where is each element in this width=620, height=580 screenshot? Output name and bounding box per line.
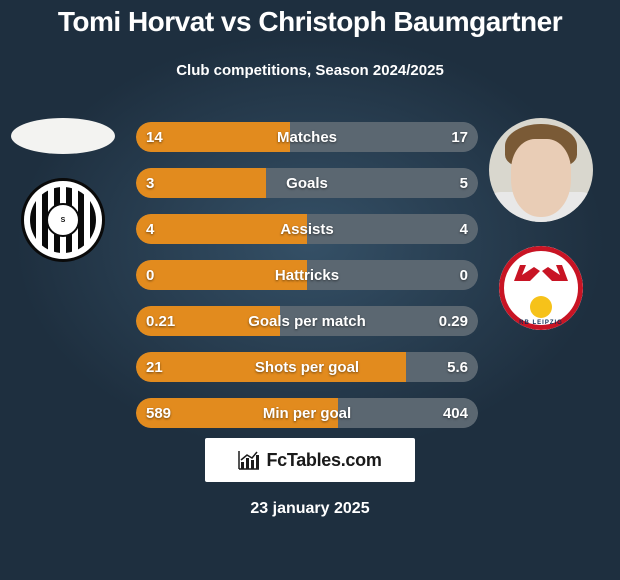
stat-fill-right	[266, 168, 478, 198]
avatar-face-icon	[511, 139, 571, 217]
stat-fill-right	[338, 398, 478, 428]
right-club-logo: RB LEIPZIG	[499, 246, 583, 330]
page-title: Tomi Horvat vs Christoph Baumgartner	[0, 6, 620, 38]
snapshot-date: 23 january 2025	[0, 500, 620, 518]
sturm-graz-disc-icon: S	[46, 203, 80, 237]
comparison-card: Tomi Horvat vs Christoph Baumgartner Clu…	[0, 0, 620, 580]
rbl-sun-icon	[532, 298, 550, 316]
fctables-text: FcTables.com	[266, 450, 381, 471]
left-player-column: S	[8, 118, 118, 286]
stat-row: 1417Matches	[136, 122, 478, 152]
stat-row: 44Assists	[136, 214, 478, 244]
stat-fill-right	[290, 122, 478, 152]
left-player-avatar	[11, 118, 115, 154]
stat-fill-left	[136, 122, 290, 152]
right-player-column: RB LEIPZIG	[486, 118, 596, 354]
stat-row: 35Goals	[136, 168, 478, 198]
fctables-badge: FcTables.com	[205, 438, 415, 482]
stat-row: 0.210.29Goals per match	[136, 306, 478, 336]
stats-chart: 1417Matches 35Goals 44Assists 00Hattricks 0.…	[136, 122, 478, 444]
stat-fill-left	[136, 398, 338, 428]
rbl-text-icon: RB LEIPZIG	[499, 320, 583, 326]
subtitle: Club competitions, Season 2024/2025	[0, 62, 620, 79]
stat-fill-left	[136, 214, 307, 244]
left-club-logo: S	[21, 178, 105, 262]
stat-fill-right	[280, 306, 478, 336]
stat-fill-right	[307, 260, 478, 290]
right-player-avatar	[489, 118, 593, 222]
stat-row: 215.6Shots per goal	[136, 352, 478, 382]
stat-fill-left	[136, 168, 266, 198]
stat-fill-left	[136, 260, 307, 290]
stat-fill-left	[136, 352, 406, 382]
rbl-bulls-icon	[514, 261, 568, 289]
bar-chart-icon	[238, 450, 260, 470]
stat-row: 589404Min per goal	[136, 398, 478, 428]
stat-fill-right	[406, 352, 478, 382]
stat-row: 00Hattricks	[136, 260, 478, 290]
stat-fill-right	[307, 214, 478, 244]
stat-fill-left	[136, 306, 280, 336]
